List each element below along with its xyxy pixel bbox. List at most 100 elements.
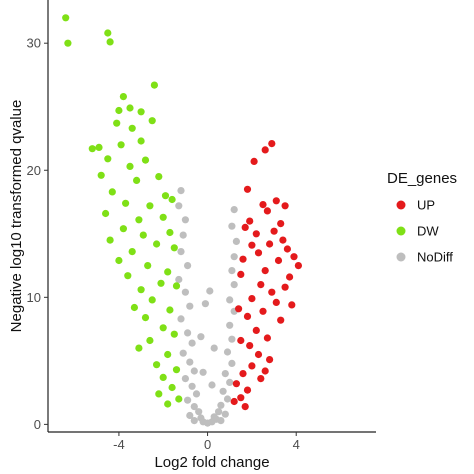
point-nodiff (184, 396, 192, 404)
point-up (254, 249, 263, 257)
legend: DE_genes UP DW NoDiff (387, 170, 457, 265)
point-nodiff (226, 321, 234, 329)
point-dw (144, 262, 152, 270)
point-dw (164, 350, 172, 359)
legend-label-dw: DW (417, 224, 439, 239)
point-dw (108, 188, 116, 196)
point-nodiff (223, 348, 232, 356)
point-dw (115, 256, 123, 265)
point-nodiff (221, 370, 229, 378)
point-nodiff (223, 395, 232, 403)
point-nodiff (181, 288, 189, 296)
point-dw (117, 141, 125, 149)
point-dw (166, 306, 174, 314)
point-up (261, 146, 269, 154)
point-nodiff (184, 329, 192, 337)
point-nodiff (175, 202, 183, 210)
point-dw (161, 192, 170, 200)
point-nodiff (197, 333, 205, 341)
points-layer (62, 14, 302, 427)
point-nodiff (190, 367, 198, 375)
point-nodiff (195, 408, 203, 416)
point-up (237, 270, 245, 278)
point-nodiff (175, 275, 183, 284)
point-nodiff (186, 302, 194, 310)
point-up (272, 197, 280, 205)
point-up (246, 342, 254, 350)
point-nodiff (186, 358, 194, 366)
point-dw (113, 119, 121, 127)
point-nodiff (199, 368, 207, 376)
point-up (241, 223, 249, 231)
point-nodiff (228, 335, 236, 343)
legend-swatch-up (396, 200, 406, 210)
point-nodiff (188, 382, 196, 390)
legend-label-up: UP (417, 198, 435, 213)
point-up (283, 245, 291, 253)
point-nodiff (181, 375, 189, 383)
point-dw (122, 199, 130, 207)
point-dw (172, 282, 181, 290)
point-up (248, 241, 256, 249)
legend-title: DE_genes (387, 170, 457, 187)
point-dw (135, 344, 143, 352)
point-dw (141, 156, 150, 164)
ticks-layer: -4 0 4 0 10 20 30 (27, 36, 300, 452)
point-nodiff (232, 237, 240, 245)
point-dw (137, 137, 145, 145)
point-nodiff (177, 315, 185, 323)
point-nodiff (177, 248, 185, 256)
point-dw (159, 213, 167, 221)
point-up (281, 202, 289, 210)
point-nodiff (221, 410, 229, 418)
point-up (248, 362, 256, 370)
point-nodiff (206, 287, 214, 295)
point-dw (119, 93, 127, 101)
point-dw (106, 236, 114, 244)
point-dw (102, 209, 110, 218)
point-dw (175, 395, 183, 403)
legend-entries: UP DW NoDiff (396, 198, 453, 265)
point-nodiff (230, 281, 238, 289)
point-dw (148, 117, 156, 125)
point-dw (155, 173, 163, 181)
point-up (277, 220, 285, 228)
point-up (230, 397, 238, 406)
point-up (294, 262, 302, 270)
point-nodiff (210, 344, 218, 352)
point-up (268, 140, 276, 148)
point-dw (155, 390, 163, 398)
point-up (266, 356, 274, 364)
point-dw (153, 361, 161, 369)
point-nodiff (228, 222, 236, 230)
point-dw (141, 314, 150, 322)
point-up (270, 227, 278, 235)
point-up (243, 312, 252, 320)
point-up (252, 230, 260, 238)
point-up (268, 288, 276, 296)
point-dw (168, 383, 176, 392)
point-dw (104, 29, 112, 37)
point-dw (164, 400, 172, 408)
point-dw (153, 240, 161, 248)
point-up (259, 201, 267, 209)
point-nodiff (219, 387, 227, 395)
point-nodiff (190, 417, 198, 425)
y-tick-label: 30 (27, 36, 41, 51)
point-dw (97, 171, 105, 179)
y-tick-label: 0 (34, 417, 41, 432)
point-dw (159, 324, 167, 332)
y-tick-label: 20 (27, 163, 41, 178)
point-dw (137, 286, 145, 294)
point-up (239, 255, 247, 263)
point-up (288, 301, 296, 309)
point-dw (124, 272, 132, 280)
point-nodiff (190, 403, 198, 411)
point-up (281, 283, 289, 291)
point-up (254, 350, 263, 359)
point-up (266, 240, 274, 248)
point-nodiff (210, 413, 218, 421)
point-up (235, 305, 243, 313)
point-dw (126, 162, 134, 170)
point-nodiff (181, 216, 189, 224)
